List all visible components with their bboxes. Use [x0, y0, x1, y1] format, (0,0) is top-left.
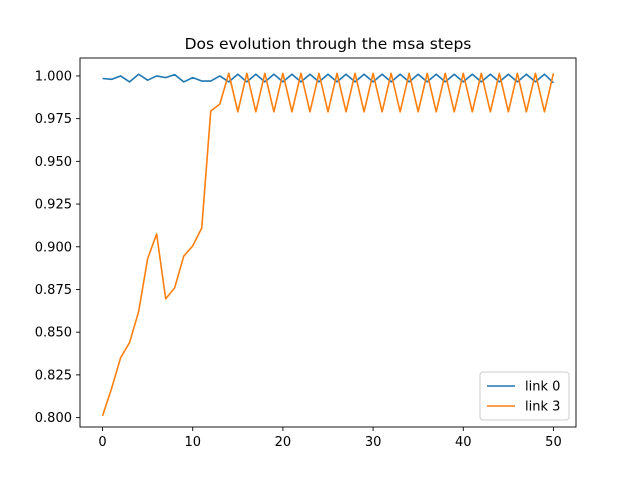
y-tick-label: 0.950	[35, 155, 72, 170]
legend-label: link 3	[525, 400, 560, 415]
legend: link 0 link 3	[479, 371, 570, 421]
series-layer	[101, 72, 555, 417]
x-tick-label: 20	[275, 435, 292, 450]
x-tick-label: 0	[98, 435, 106, 450]
plot-frame	[79, 57, 577, 428]
y-tick-label: 0.875	[35, 283, 72, 298]
y-tick-label: 0.925	[35, 198, 72, 213]
y-tick-label: 0.850	[35, 326, 72, 341]
chart-title: Dos evolution through the msa steps	[185, 35, 472, 53]
series-line-link-3	[101, 72, 555, 417]
y-tick-label: 0.900	[35, 240, 72, 255]
legend-box	[479, 371, 570, 421]
y-tick-label: 0.825	[35, 368, 72, 383]
y-tick-label: 1.000	[35, 69, 72, 84]
y-tick-label: 0.800	[35, 411, 72, 426]
x-tick-label: 40	[455, 435, 472, 450]
y-axis-ticks: 0.800 0.825 0.850 0.875 0.900 0.925 0.950 0.975…	[35, 69, 80, 426]
x-tick-label: 50	[545, 435, 562, 450]
x-tick-label: 30	[365, 435, 382, 450]
x-axis-ticks: 0 10 20 30 40 50	[98, 427, 562, 450]
series-line-link-0	[102, 73, 555, 84]
legend-label: link 0	[525, 380, 560, 395]
x-tick-label: 10	[184, 435, 201, 450]
y-tick-label: 0.975	[35, 112, 72, 127]
